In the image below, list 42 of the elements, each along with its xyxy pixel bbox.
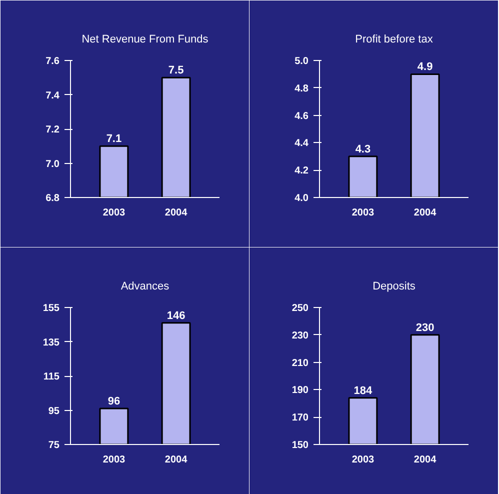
y-tick-label: 6.8 [46,193,60,204]
chart-title: Net Revenue From Funds [82,34,209,46]
data-label: 96 [108,396,120,408]
y-tick-label: 7.0 [46,158,60,170]
y-tick-label: 210 [292,358,309,369]
x-tick-label: 2003 [102,454,126,466]
chart-title: Advances [120,280,170,292]
y-tick-label: 7.2 [46,124,60,136]
y-tick-label: 7.6 [46,56,60,67]
y-tick-label: 135 [42,337,60,348]
x-tick-label: 2004 [414,208,437,218]
y-tick-label: 95 [48,406,60,417]
y-tick-label: 250 [292,303,309,314]
y-tick-label: 150 [292,440,309,451]
y-tick-label: 75 [48,440,60,451]
y-tick-label: 190 [292,385,309,396]
y-tick-label: 4.6 [294,110,309,122]
x-tick-label: 2003 [102,208,126,218]
y-tick-label: 5.0 [294,56,309,67]
y-tick-label: 7.4 [46,90,60,102]
y-tick-label: 4.2 [294,166,309,177]
y-tick-label: 115 [43,372,60,382]
y-tick-label: 230 [292,330,309,342]
data-label: 184 [354,384,374,397]
chart-title: Profit before tax [355,34,434,46]
y-tick-label: 4.0 [294,193,309,204]
data-label: 4.9 [417,61,433,74]
x-tick-label: 2003 [352,208,375,218]
y-tick-label: 4.8 [294,83,309,94]
y-tick-label: 155 [42,303,60,314]
chart-title: Deposits [372,280,416,292]
data-label: 7.5 [168,64,184,77]
data-label: 7.1 [106,133,122,146]
x-tick-label: 2004 [164,454,188,466]
y-tick-label: 170 [292,412,309,424]
x-tick-label: 2004 [414,454,437,466]
y-tick-label: 4.4 [294,138,309,150]
x-tick-label: 2003 [352,454,375,466]
data-label: 230 [416,322,434,334]
data-label: 146 [166,310,186,322]
data-label: 4.3 [355,143,371,156]
x-tick-label: 2004 [164,208,188,218]
